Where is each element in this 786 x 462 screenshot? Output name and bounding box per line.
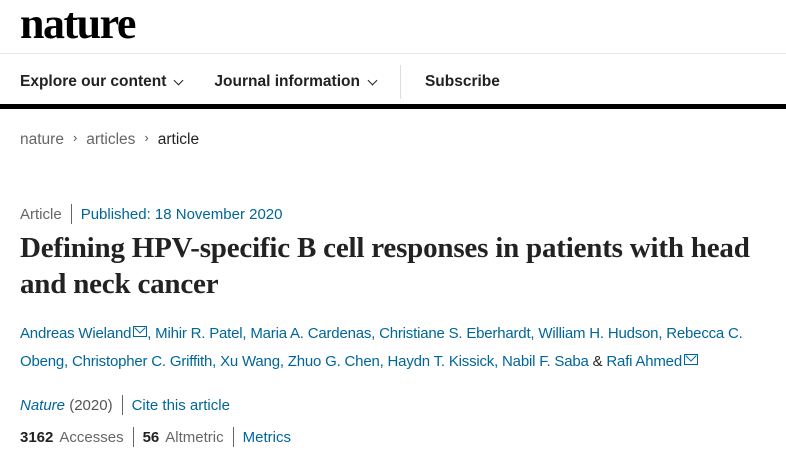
author-link[interactable]: Andreas Wieland — [20, 325, 132, 342]
altmetric-count: 56 — [142, 428, 160, 446]
author-link[interactable]: Rafi Ahmed — [606, 353, 682, 370]
chevron-right-icon: › — [72, 129, 78, 145]
cite-this-article-link[interactable]: Cite this article — [131, 396, 230, 414]
author-link[interactable]: William H. Hudson — [538, 325, 659, 342]
accesses-label: Accesses — [59, 428, 124, 446]
year: (2020) — [69, 396, 113, 414]
nav-label: Journal information — [214, 73, 360, 90]
separator — [132, 427, 134, 447]
separator — [70, 204, 72, 224]
breadcrumb-nature[interactable]: nature — [20, 131, 64, 148]
email-icon[interactable] — [683, 354, 698, 365]
separator — [121, 395, 123, 415]
author-link[interactable]: Xu Wang — [220, 353, 280, 370]
article-type: Article — [20, 205, 62, 223]
email-icon[interactable] — [133, 326, 148, 337]
author-link[interactable]: Rebecca C. Obeng — [20, 325, 743, 370]
accesses-count: 3162 — [20, 428, 54, 446]
nav-label: Explore our content — [20, 73, 167, 90]
article-title: Defining HPV-specific B cell responses i… — [20, 232, 750, 300]
breadcrumb-articles[interactable]: articles — [86, 131, 136, 148]
header-bar — [0, 104, 786, 109]
citation-row: Nature (2020) Cite this article — [20, 395, 230, 415]
chevron-down-icon — [367, 75, 378, 85]
nav-separator — [399, 65, 401, 99]
chevron-right-icon: › — [144, 129, 149, 145]
breadcrumb-article: article — [157, 131, 200, 148]
separator — [232, 427, 234, 447]
nav-explore-our-content[interactable]: Explore our content — [20, 73, 184, 91]
nav-subscribe[interactable]: Subscribe — [424, 73, 500, 90]
author-link[interactable]: Haydn T. Kissick — [387, 353, 495, 370]
metrics-link[interactable]: Metrics — [242, 428, 291, 446]
breadcrumb: nature › articles › article — [20, 129, 200, 149]
author-link[interactable]: Maria A. Cardenas — [250, 325, 372, 342]
journal-name: Nature — [20, 396, 66, 414]
divider — [0, 53, 786, 54]
author-link[interactable]: Christiane S. Eberhardt — [379, 325, 531, 342]
nav-journal-information[interactable]: Journal information — [214, 73, 378, 91]
article-metrics: 3162 Accesses 56 Altmetric Metrics — [20, 427, 291, 447]
author-link[interactable]: Christopher C. Griffith — [71, 353, 213, 370]
main-nav: Explore our content Journal information … — [0, 62, 500, 102]
published-date: Published: 18 November 2020 — [80, 205, 283, 223]
author-link[interactable]: Zhuo G. Chen — [287, 353, 380, 370]
author-link[interactable]: Mihir R. Patel — [155, 325, 243, 342]
author-link[interactable]: Nabil F. Saba — [502, 353, 589, 370]
article-meta: Article Published: 18 November 2020 — [20, 204, 282, 224]
author-list: Andreas Wieland, Mihir R. Patel, Maria A… — [20, 325, 743, 370]
altmetric-label: Altmetric — [165, 428, 224, 446]
nature-logo[interactable]: nature — [20, 0, 136, 48]
chevron-down-icon — [173, 75, 184, 85]
